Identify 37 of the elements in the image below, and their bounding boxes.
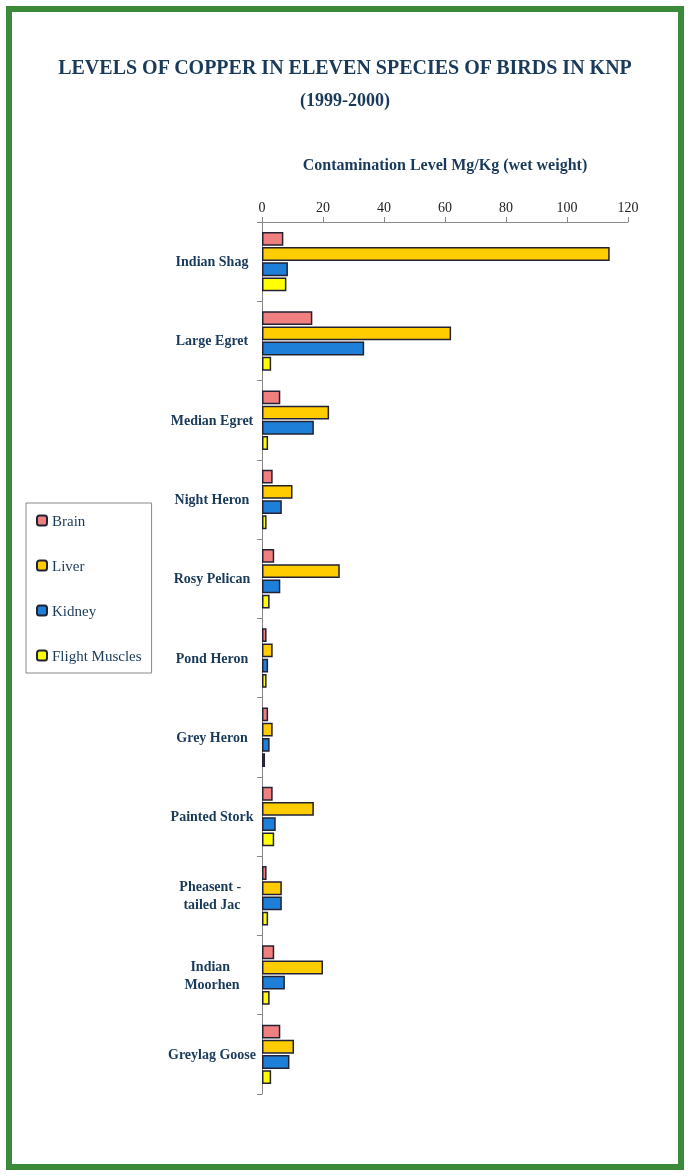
- bar: [262, 594, 270, 609]
- y-tick-label: Indian Shag: [175, 254, 249, 270]
- x-tick-label: 20: [316, 199, 330, 215]
- y-tick-label: Median Egret: [170, 412, 254, 428]
- bar: [262, 341, 365, 356]
- legend-label: Liver: [52, 557, 85, 574]
- bar: [262, 405, 330, 420]
- bar: [262, 911, 269, 926]
- bar: [262, 896, 282, 911]
- y-tick-label: Pond Heron: [175, 650, 249, 666]
- y-tick-label: Indian Moorhen: [184, 958, 240, 992]
- bar: [262, 945, 275, 960]
- x-tick-label: 40: [377, 199, 391, 215]
- x-axis-title: Contamination Level Mg/Kg (wet weight): [302, 155, 588, 174]
- y-tick-label: Pheasent - tailed Jac: [179, 879, 245, 913]
- legend-label: Kidney: [52, 602, 97, 619]
- legend-label: Flight Muscles: [52, 647, 142, 664]
- x-tick-label: 0: [258, 199, 266, 215]
- chart-subtitle: (1999-2000): [300, 90, 390, 111]
- y-tick-label: Large Egret: [175, 333, 249, 349]
- y-tick-label: Painted Stork: [170, 809, 254, 825]
- x-tick-label: 80: [499, 199, 513, 215]
- bar: [262, 277, 287, 292]
- bar: [262, 390, 281, 405]
- x-tick-label: 60: [438, 199, 452, 215]
- x-tick-label: 100: [556, 199, 578, 215]
- y-tick-label: Rosy Pelican: [173, 571, 251, 587]
- bar: [262, 1024, 281, 1039]
- bar: [262, 356, 272, 371]
- legend-label: Brain: [52, 512, 86, 529]
- x-tick-label: 120: [617, 199, 639, 215]
- y-tick-label: Greylag Goose: [167, 1046, 257, 1062]
- y-tick-label: Grey Heron: [176, 729, 248, 745]
- chart-title: LEVELS OF COPPER IN ELEVEN SPECIES OF BIRDS IN KNP: [58, 56, 632, 78]
- bar: [262, 960, 323, 975]
- bar: [262, 707, 269, 722]
- y-tick-label: Night Heron: [174, 491, 250, 507]
